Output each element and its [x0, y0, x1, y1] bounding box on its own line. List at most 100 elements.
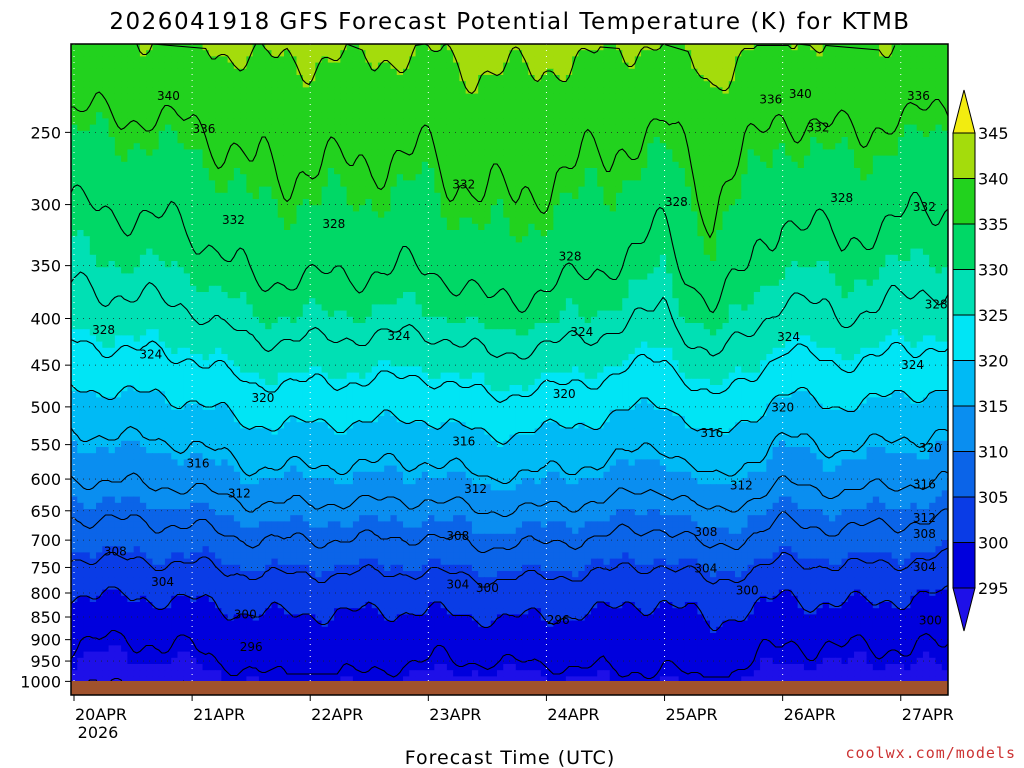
temp-cell	[390, 44, 398, 51]
temp-cell	[196, 248, 204, 256]
temp-cell	[108, 81, 116, 88]
temp-cell	[684, 186, 692, 194]
temp-cell	[741, 137, 749, 144]
temp-cell	[916, 168, 924, 175]
temp-cell	[496, 223, 504, 231]
temp-cell	[321, 137, 329, 144]
temp-cell	[71, 248, 78, 256]
temp-cell	[929, 81, 937, 88]
temp-cell	[678, 44, 686, 51]
temp-cell	[96, 230, 103, 237]
temp-cell	[465, 99, 473, 107]
temp-cell	[296, 93, 304, 101]
temp-cell	[421, 192, 429, 200]
temp-cell	[484, 137, 492, 144]
temp-cell	[528, 199, 536, 206]
temp-cell	[772, 211, 780, 219]
temp-cell	[622, 62, 630, 70]
temp-cell	[534, 192, 542, 200]
temp-cell	[283, 217, 291, 225]
temp-cell	[941, 68, 948, 76]
temp-cell	[121, 50, 128, 57]
temp-cell	[797, 248, 805, 256]
temp-cell	[227, 261, 235, 268]
temp-cell	[215, 254, 222, 262]
temp-cell	[390, 199, 398, 206]
temp-cell	[384, 149, 392, 157]
temp-cell	[246, 106, 254, 113]
temp-cell	[897, 50, 905, 57]
temp-cell	[935, 106, 943, 113]
temp-cell	[509, 99, 517, 107]
temp-cell	[615, 56, 623, 64]
temp-cell	[365, 248, 373, 256]
temp-cell	[922, 56, 930, 64]
temp-cell	[403, 50, 410, 57]
temp-cell	[822, 75, 830, 82]
temp-cell	[703, 62, 711, 70]
temp-cell	[265, 149, 273, 157]
temp-cell	[390, 248, 398, 256]
temp-cell	[277, 223, 285, 231]
temp-cell	[810, 254, 818, 262]
temp-cell	[277, 199, 285, 206]
temp-cell	[315, 192, 323, 200]
temp-cell	[791, 112, 799, 119]
temp-cell	[133, 50, 141, 57]
temp-cell	[822, 81, 830, 88]
temp-cell	[177, 236, 185, 243]
temp-cell	[384, 186, 392, 194]
temp-cell	[484, 62, 492, 70]
temp-cell	[309, 68, 316, 76]
temp-cell	[791, 93, 799, 101]
temp-cell	[440, 44, 448, 51]
temp-cell	[559, 254, 567, 262]
temp-cell	[822, 124, 830, 132]
temp-cell	[359, 118, 367, 126]
temp-cell	[603, 118, 611, 126]
temp-cell	[722, 205, 730, 212]
temp-cell	[290, 248, 298, 256]
temp-cell	[409, 75, 417, 82]
temp-cell	[478, 168, 486, 175]
temp-cell	[835, 118, 843, 126]
temp-cell	[590, 118, 598, 126]
temp-cell	[747, 205, 755, 212]
temp-cell	[847, 112, 855, 119]
temp-cell	[77, 106, 85, 113]
temp-cell	[377, 205, 385, 212]
temp-cell	[803, 211, 811, 219]
temp-cell	[785, 130, 792, 138]
temp-cell	[929, 155, 937, 163]
temp-cell	[377, 211, 385, 219]
temp-cell	[190, 62, 197, 70]
temp-cell	[309, 174, 316, 181]
temp-cell	[334, 161, 341, 169]
temp-cell	[515, 155, 523, 163]
temp-cell	[359, 254, 367, 262]
temp-cell	[709, 50, 717, 57]
temp-cell	[258, 149, 266, 157]
temp-cell	[302, 56, 310, 64]
temp-cell	[929, 93, 937, 101]
temp-cell	[747, 236, 755, 243]
temp-cell	[572, 112, 579, 119]
temp-cell	[841, 168, 849, 175]
temp-cell	[647, 112, 655, 119]
temp-cell	[440, 87, 448, 95]
temp-cell	[741, 254, 749, 262]
temp-cell	[547, 81, 554, 88]
temp-cell	[496, 192, 504, 200]
temp-cell	[302, 62, 310, 70]
temp-cell	[315, 205, 323, 212]
temp-cell	[553, 44, 561, 51]
temp-cell	[139, 106, 147, 113]
temp-cell	[164, 93, 172, 101]
temp-cell	[565, 93, 573, 101]
temp-cell	[866, 93, 874, 101]
temp-cell	[221, 62, 229, 70]
temp-cell	[428, 124, 435, 132]
temp-cell	[215, 93, 222, 101]
temp-cell	[77, 44, 85, 51]
temp-cell	[396, 44, 404, 51]
